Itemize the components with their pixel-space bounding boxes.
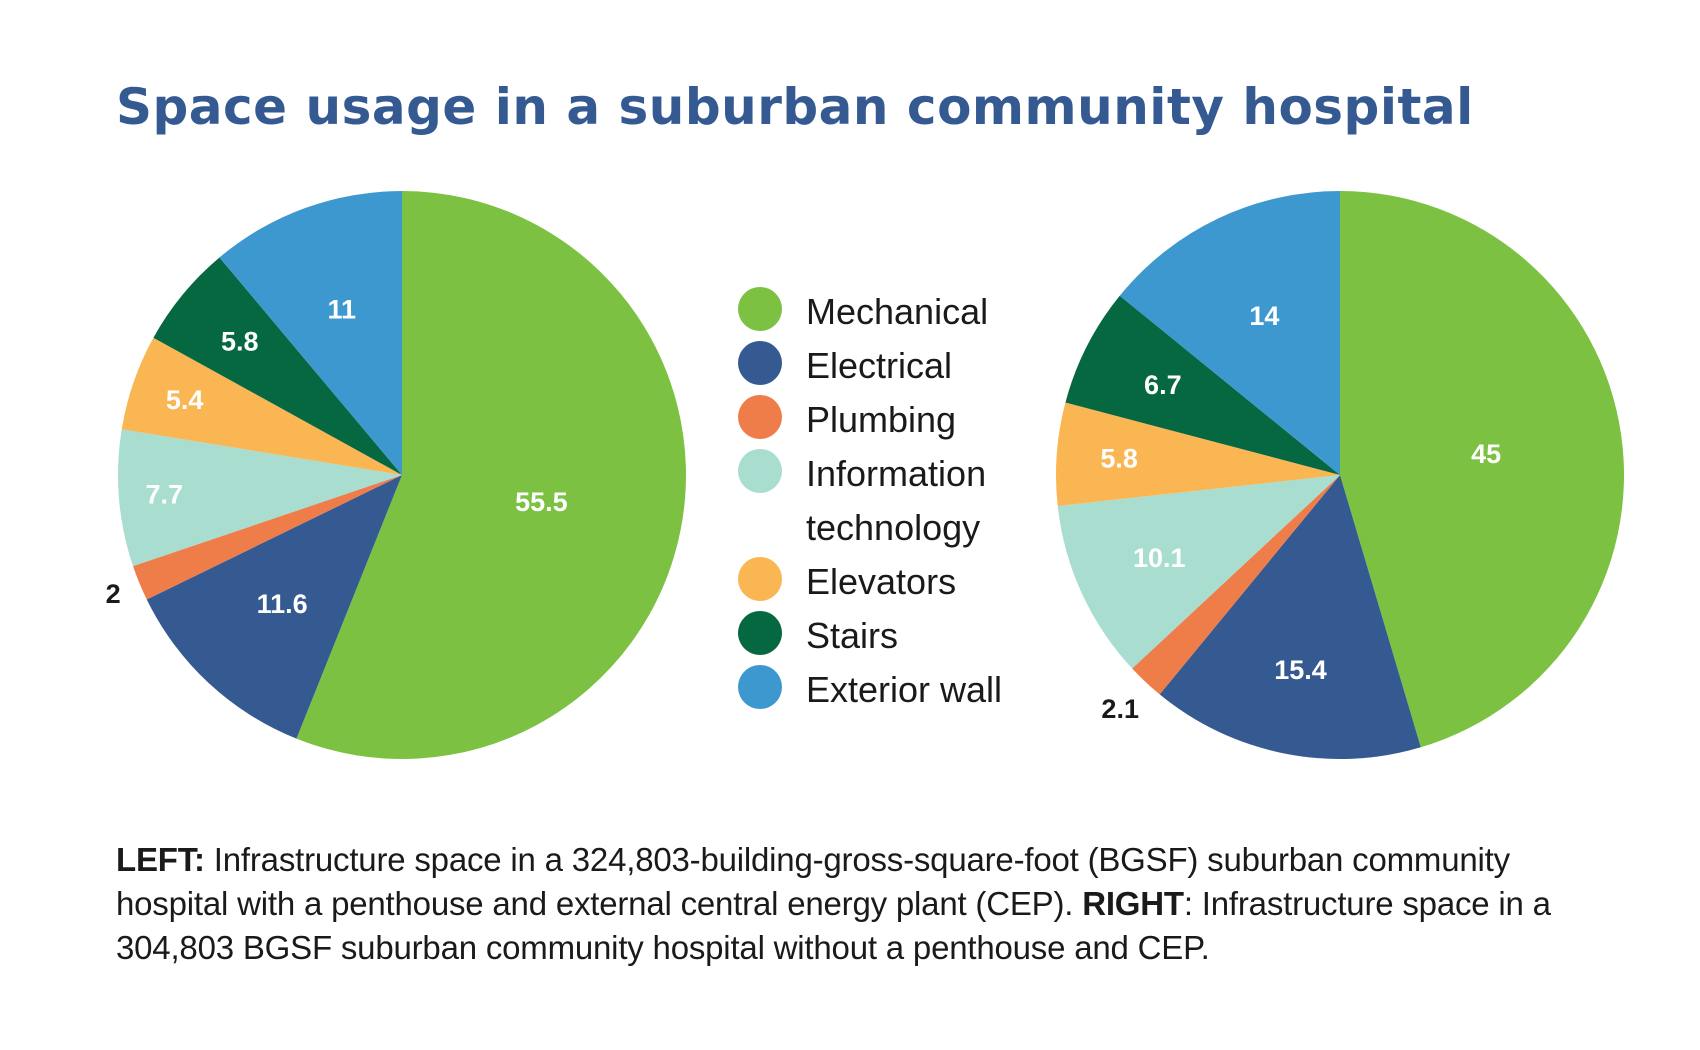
right-pie-label-stairs: 6.7 [1144, 370, 1182, 400]
caption-left-label: LEFT: [116, 841, 205, 878]
legend-label-information-technology: Information technology [806, 453, 987, 548]
legend-label-stairs: Stairs [806, 615, 899, 656]
legend-swatch-mechanical [738, 287, 782, 331]
caption-left-text: Infrastructure space in a 324,803-buildi… [116, 841, 1510, 922]
legend-label-elevators: Elevators [806, 561, 957, 602]
right-pie-slice-plumbing [1132, 475, 1340, 695]
legend-swatch-plumbing [738, 395, 782, 439]
right-pie-slice-information-technology [1057, 475, 1340, 669]
left-pie-slice-mechanical [296, 191, 687, 760]
right-pie-slice-electrical [1159, 475, 1421, 760]
right-pie-slice-stairs [1065, 295, 1340, 475]
right-pie-label-exterior-wall: 14 [1249, 301, 1279, 331]
left-pie-label-stairs: 5.8 [221, 326, 259, 356]
right-pie-slice-mechanical [1340, 191, 1624, 748]
caption-right-label: RIGHT [1082, 885, 1184, 922]
left-pie-label-electrical: 11.6 [257, 589, 308, 619]
left-pie-label-plumbing: 2 [106, 579, 121, 609]
figure-caption: LEFT: Infrastructure space in a 324,803-… [116, 838, 1616, 970]
legend-swatch-stairs [738, 611, 782, 655]
left-pie-slice-elevators [121, 337, 403, 475]
right-pie-label-information-technology: 10.1 [1133, 543, 1186, 573]
left-pie-slice-plumbing [133, 475, 403, 600]
left-pie-label-information-technology: 7.7 [145, 480, 183, 510]
left-pie-slice-exterior-wall [219, 191, 402, 475]
left-pie-label-exterior-wall: 11 [328, 295, 357, 325]
chart-title: Space usage in a suburban community hosp… [116, 78, 1474, 136]
right-pie-label-plumbing: 2.1 [1101, 694, 1139, 724]
legend-swatch-electrical [738, 341, 782, 385]
right-pie-label-elevators: 5.8 [1100, 444, 1138, 474]
caption-right-text: : Infrastructure space in a 304,803 BGSF… [116, 885, 1551, 966]
left-pie-label-mechanical: 55.5 [515, 487, 568, 517]
right-pie-label-mechanical: 45 [1471, 439, 1501, 469]
left-pie-label-elevators: 5.4 [166, 385, 204, 415]
legend-swatch-exterior-wall [738, 665, 782, 709]
right-pie-slice-exterior-wall [1119, 190, 1340, 475]
right-pie-label-electrical: 15.4 [1274, 655, 1327, 685]
legend-swatch-elevators [738, 557, 782, 601]
legend-label-mechanical: Mechanical [806, 291, 989, 332]
right-pie-slice-elevators [1056, 402, 1340, 506]
left-pie-slice-information-technology [117, 429, 403, 567]
left-pie-slice-electrical [146, 475, 402, 739]
legend-label-electrical: Electrical [806, 345, 953, 386]
legend-label-exterior-wall: Exterior wall [806, 669, 1003, 710]
left-pie-slice-stairs [153, 257, 402, 475]
legend-label-plumbing: Plumbing [806, 399, 957, 440]
legend-swatch-information-technology [738, 449, 782, 493]
